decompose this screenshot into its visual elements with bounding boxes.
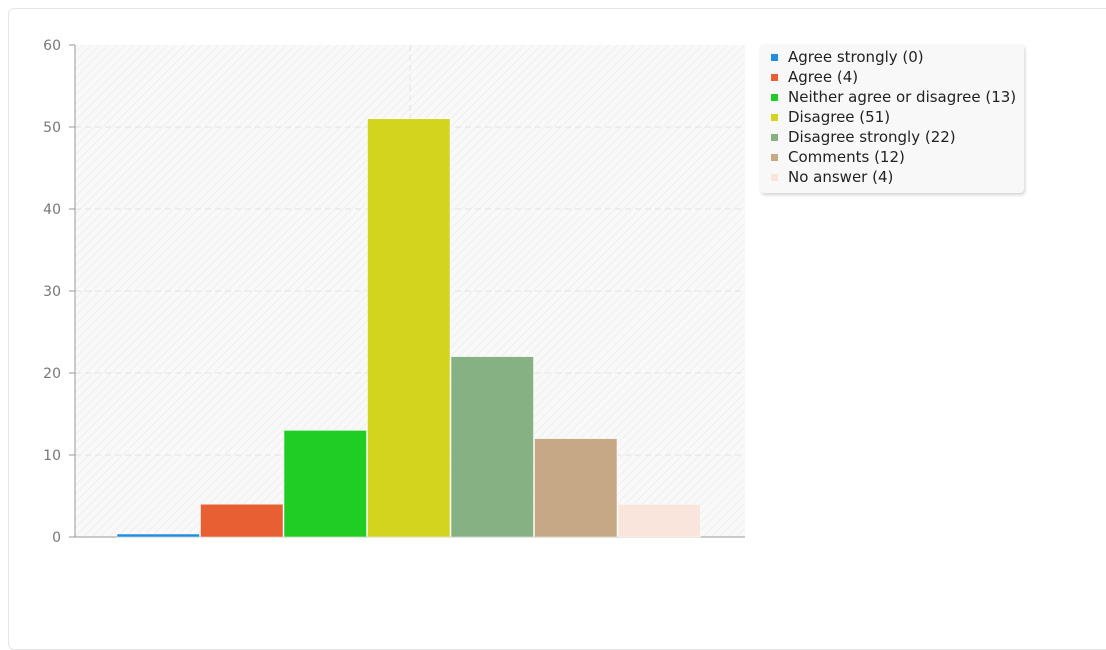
bars [116,118,701,538]
legend-item[interactable]: Agree (4) [768,67,1016,87]
bar-no-answer[interactable] [617,503,701,538]
legend-label: No answer (4) [788,168,894,186]
chart-legend: Agree strongly (0) Agree (4) Neither agr… [760,44,1025,193]
legend-swatch [771,173,778,181]
legend-item[interactable]: Disagree strongly (22) [768,127,1016,147]
y-tick-label: 10 [43,448,61,464]
legend-swatch [771,93,778,101]
y-tick-label: 0 [52,530,61,546]
legend-swatch [771,53,778,61]
legend-label: Agree strongly (0) [788,48,924,66]
legend-item[interactable]: Neither agree or disagree (13) [768,87,1016,107]
y-tick-label: 30 [43,284,61,300]
legend-label: Neither agree or disagree (13) [788,88,1017,106]
bar-disagree-strongly[interactable] [450,356,534,538]
bar-disagree[interactable] [367,118,451,538]
legend-label: Disagree strongly (22) [788,128,956,146]
legend-label: Disagree (51) [788,108,891,126]
legend-label: Comments (12) [788,148,905,166]
bar-neither-agree-or-disagree[interactable] [283,430,367,538]
legend-item[interactable]: Disagree (51) [768,107,1016,127]
legend-swatch [771,113,778,121]
y-tick-label: 40 [43,202,61,218]
legend-label: Agree (4) [788,68,859,86]
bar-agree[interactable] [200,503,284,538]
bar-chart: 0 10 20 30 40 50 60 [43,38,745,546]
legend-item[interactable]: No answer (4) [768,167,1016,187]
legend-swatch [771,73,778,81]
bar-agree-strongly[interactable] [116,533,200,538]
legend-item[interactable]: Agree strongly (0) [768,47,1016,67]
legend-item[interactable]: Comments (12) [768,147,1016,167]
bar-comments[interactable] [534,438,618,538]
y-tick-label: 50 [43,120,61,136]
legend-swatch [771,153,778,161]
y-tick-labels: 0 10 20 30 40 50 60 [43,38,61,546]
legend-swatch [771,133,778,141]
y-tick-label: 20 [43,366,61,382]
y-tick-label: 60 [43,38,61,54]
